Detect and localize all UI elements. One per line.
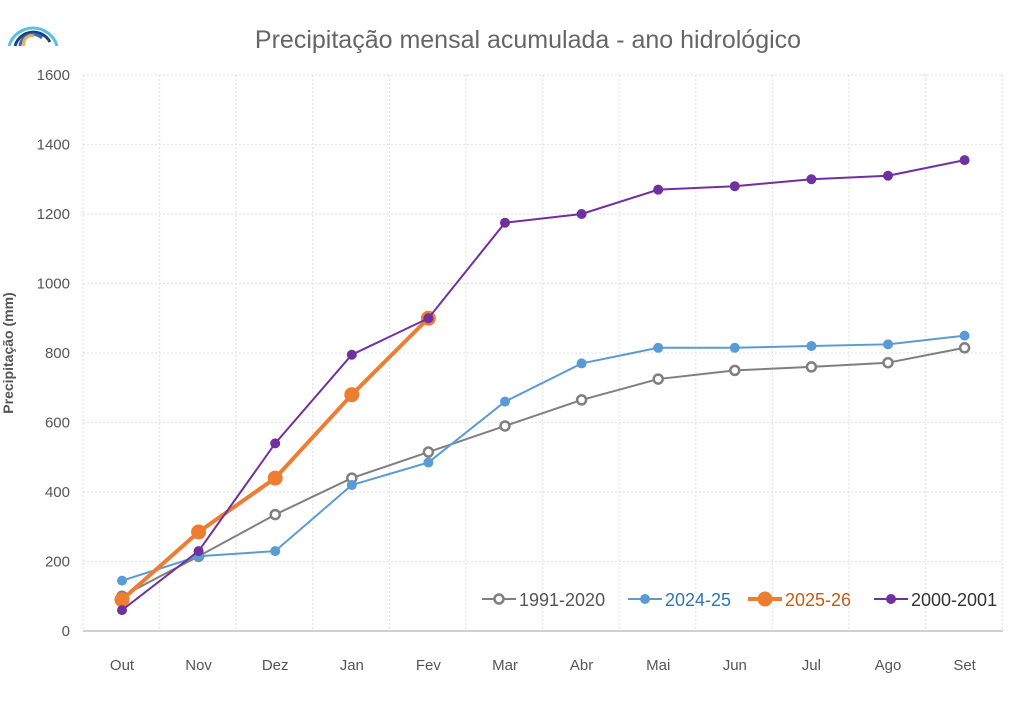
x-tick-label: Jan (340, 657, 364, 674)
x-tick-label: Jul (802, 657, 821, 674)
x-tick-label: Mai (646, 657, 670, 674)
data-point (575, 394, 588, 406)
data-point (653, 342, 664, 353)
series-line-2000-2001 (121, 159, 965, 611)
data-point (269, 508, 281, 521)
data-point (576, 358, 587, 369)
data-point (729, 181, 740, 192)
x-tick-label: Jun (723, 657, 747, 674)
legend-label: 2000-2001 (911, 590, 997, 610)
x-tick-label: Nov (185, 657, 212, 674)
x-tick-label: Fev (416, 657, 442, 674)
y-tick-label: 1200 (37, 206, 70, 223)
data-point (267, 470, 283, 486)
data-point (117, 575, 127, 586)
data-point (806, 174, 817, 185)
x-tick-label: Dez (262, 657, 289, 674)
y-tick-label: 1400 (37, 137, 70, 154)
y-tick-label: 0 (62, 623, 70, 640)
data-point (344, 387, 360, 403)
legend-marker (757, 591, 773, 607)
chart-title: Precipitação mensal acumulada - ano hidr… (255, 26, 801, 54)
x-tick-label: Ago (875, 657, 902, 674)
data-point (422, 446, 435, 458)
data-point (191, 524, 207, 540)
legend-label: 2024-25 (665, 590, 731, 610)
data-point (805, 361, 818, 373)
data-point (883, 170, 893, 181)
data-point (346, 480, 357, 491)
x-tick-label: Out (110, 657, 135, 674)
y-axis-label: Precipitação (mm) (0, 292, 16, 413)
data-point (653, 184, 664, 195)
series-line-2024-25 (121, 334, 965, 582)
data-point (883, 339, 893, 350)
data-point (806, 341, 817, 352)
data-point (576, 209, 587, 219)
legend-label: 1991-2020 (519, 590, 605, 610)
legend-marker (640, 594, 650, 604)
y-tick-label: 600 (45, 415, 70, 432)
x-tick-label: Mar (492, 657, 518, 674)
data-point (499, 420, 511, 432)
logo-icon (7, 26, 59, 47)
y-tick-label: 400 (45, 484, 70, 501)
data-point (270, 438, 281, 449)
legend-marker (886, 594, 896, 604)
y-tick-label: 1000 (37, 276, 70, 293)
y-tick-label: 800 (45, 345, 70, 362)
data-point (959, 155, 970, 166)
data-point (958, 342, 971, 354)
data-point (117, 605, 127, 616)
x-tick-label: Set (953, 657, 976, 674)
data-point (193, 546, 204, 557)
series-line-2025-26 (120, 316, 430, 602)
x-tick-label: Abr (570, 657, 593, 674)
data-point (114, 592, 130, 608)
data-point (270, 546, 281, 557)
data-point (652, 373, 664, 385)
data-point (882, 356, 894, 369)
data-point (729, 364, 741, 377)
series-line-1991-2020 (121, 346, 965, 598)
data-point (500, 217, 510, 228)
data-point (959, 330, 970, 341)
data-point (729, 342, 740, 353)
y-tick-label: 1600 (37, 67, 70, 84)
data-point (500, 396, 510, 407)
data-point (346, 349, 357, 360)
legend-label: 2025-26 (785, 590, 851, 610)
legend-marker (493, 593, 505, 605)
data-point (423, 457, 434, 468)
data-point (423, 313, 434, 324)
y-tick-label: 200 (45, 554, 70, 571)
